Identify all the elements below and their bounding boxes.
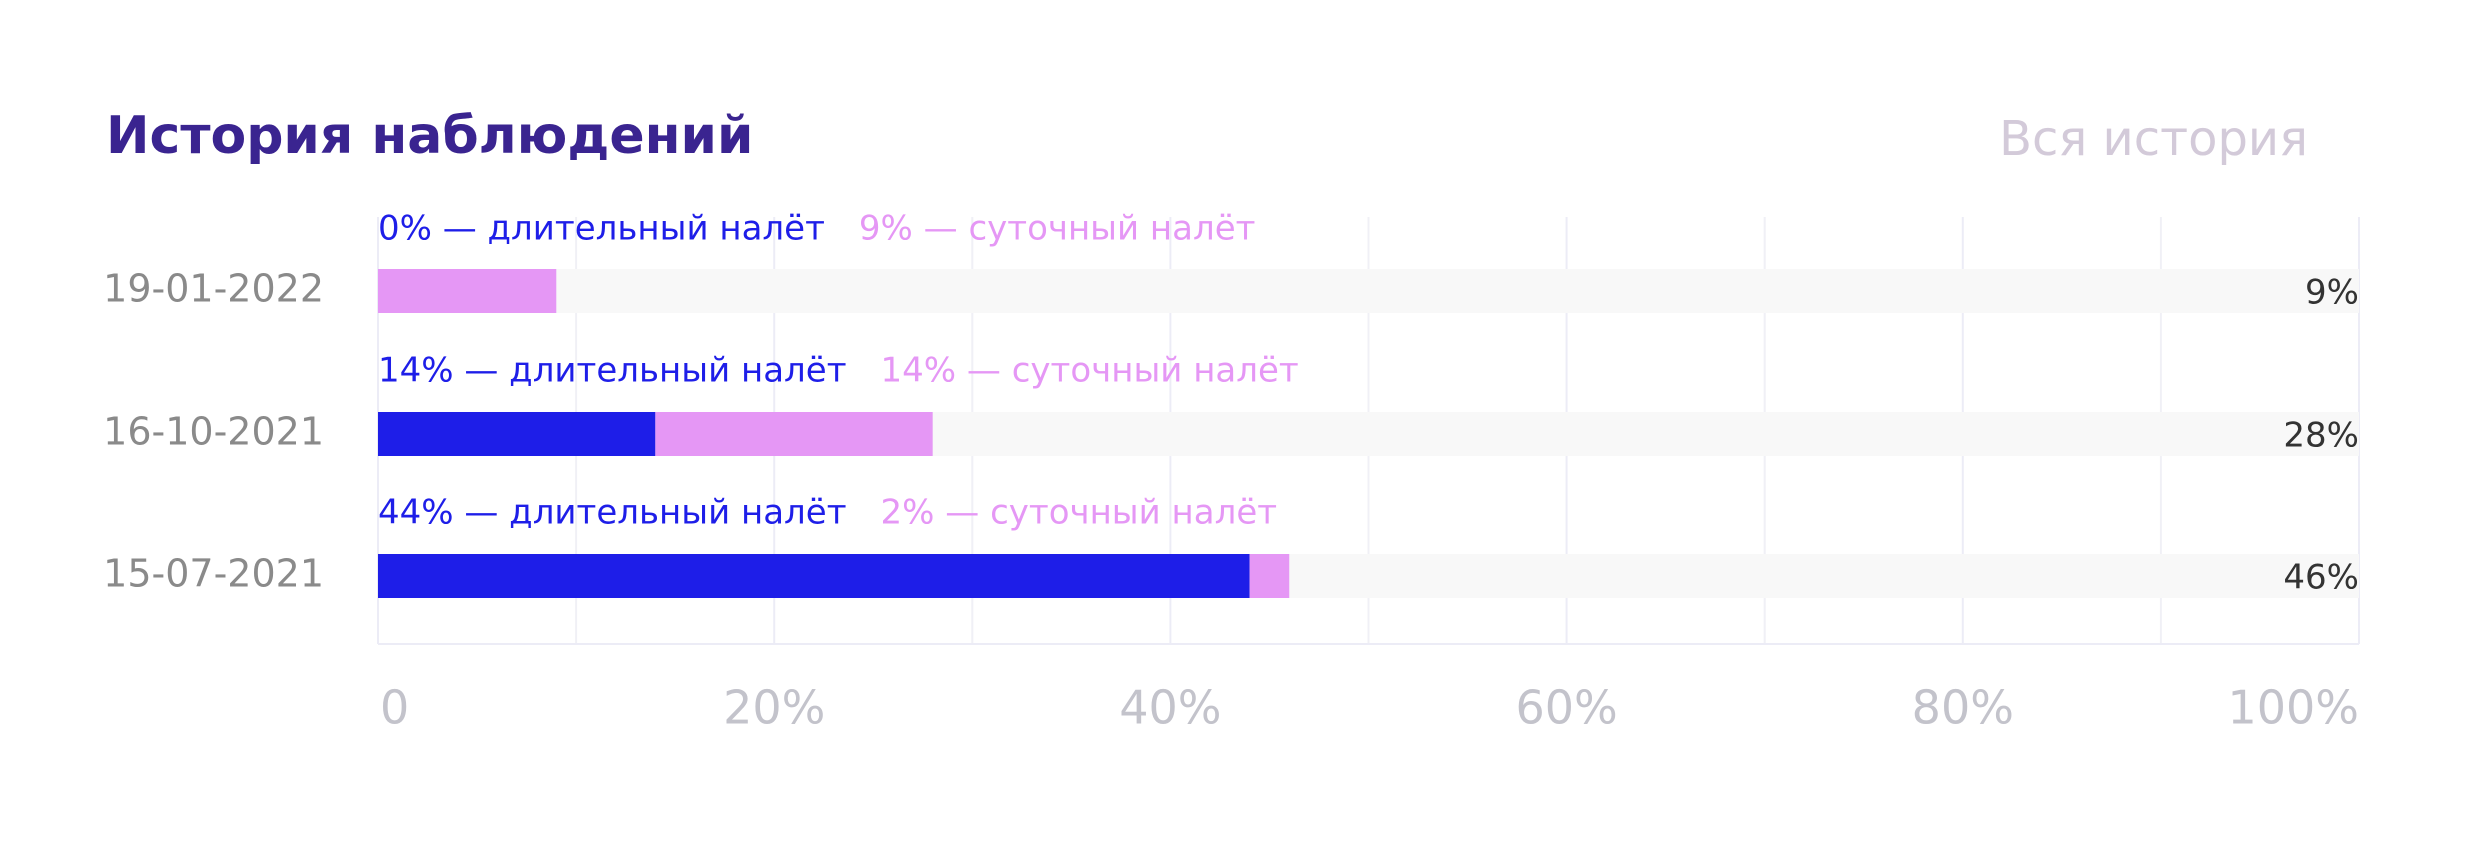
bar-segment <box>655 412 933 456</box>
bar-segment <box>378 554 1250 598</box>
x-tick-label: 100% <box>2227 681 2359 735</box>
value-label: 0% — длительный налёт <box>378 209 825 249</box>
value-label: 9% — суточный налёт <box>859 209 1256 249</box>
x-tick-label: 80% <box>1912 681 2014 735</box>
category-label: 15-07-2021 <box>103 552 324 596</box>
bar-track <box>378 269 2359 313</box>
title: История наблюдений <box>106 106 753 166</box>
category-label: 16-10-2021 <box>103 410 324 454</box>
total-label: 28% <box>2283 416 2359 456</box>
bar-segment <box>1249 554 1290 598</box>
category-label: 19-01-2022 <box>103 267 324 311</box>
x-tick-label: 60% <box>1515 681 1617 735</box>
x-tick-label: 0 <box>380 681 409 735</box>
value-label: 44% — длительный налёт <box>378 493 847 533</box>
value-label: 14% — длительный налёт <box>378 351 847 391</box>
total-label: 9% <box>2305 273 2359 313</box>
total-label: 46% <box>2283 558 2359 598</box>
all-history-link[interactable]: Вся история <box>1999 111 2308 167</box>
x-tick-label: 40% <box>1119 681 1221 735</box>
value-label: 2% — суточный налёт <box>881 493 1278 533</box>
bar-segment <box>378 412 656 456</box>
bar-segment <box>378 269 557 313</box>
x-tick-label: 20% <box>723 681 825 735</box>
value-label: 14% — суточный налёт <box>881 351 1299 391</box>
